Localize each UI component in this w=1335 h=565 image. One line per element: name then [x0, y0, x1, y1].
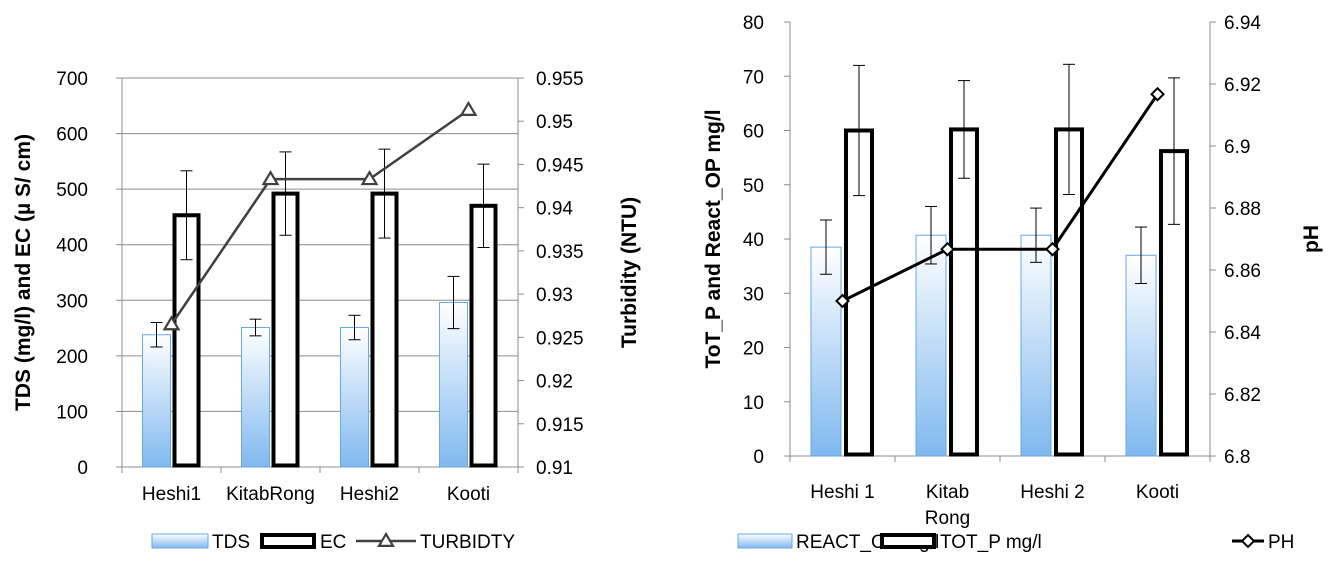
y2-axis-title: Turbidity (NTU)	[618, 197, 641, 348]
x-tick-label: Kooti	[447, 484, 490, 505]
y2-tick-label: 6.82	[1224, 385, 1261, 406]
y2-tick-label: 0.955	[536, 69, 584, 90]
y2-tick-label: 0.935	[536, 242, 584, 263]
x-tick-label-line: Rong	[925, 508, 970, 529]
bar-react-op-mg-l	[1125, 254, 1157, 457]
legend-item: PH	[1232, 532, 1294, 553]
y2-tick-label: 6.92	[1224, 75, 1261, 96]
y2-axis-title: pH	[1300, 225, 1323, 253]
y2-tick-label: 6.8	[1224, 447, 1250, 468]
marker-diamond	[835, 293, 850, 309]
y-tick-label: 80	[743, 13, 764, 34]
legend-label: TURBIDTY	[420, 532, 515, 553]
marker-triangle	[261, 169, 280, 186]
x-tick-label: Kooti	[1136, 482, 1179, 503]
y-tick-label: 700	[56, 69, 88, 90]
y-tick-label: 10	[743, 393, 764, 414]
y2-tick-label: 6.9	[1224, 137, 1250, 158]
y-tick-label: 400	[56, 236, 88, 257]
x-tick-label-line: Heshi 2	[1020, 482, 1084, 503]
y-tick-label: 0	[77, 458, 88, 479]
legend-item: TURBIDTY	[356, 531, 515, 553]
y-tick-label: 600	[56, 125, 88, 146]
bar-tot-p-mg-l	[949, 127, 979, 457]
bar-tot-p-mg-l	[1054, 127, 1084, 457]
x-tick-label-line: Kooti	[447, 484, 490, 505]
marker-diamond	[1045, 241, 1060, 257]
y-axis-title: ToT_P and React_OP mg/l	[702, 109, 725, 368]
x-tick-label-line: Heshi1	[142, 484, 201, 505]
x-tick-label-line: Kitab	[926, 482, 969, 503]
x-tick-label: Heshi 2	[1020, 482, 1084, 503]
x-tick-label: Heshi2	[340, 484, 399, 505]
y2-tick-label: 6.84	[1224, 323, 1261, 344]
x-tick-label-line: Heshi 1	[810, 482, 874, 503]
bar-tds	[340, 327, 369, 468]
y-tick-label: 0	[753, 447, 764, 468]
bar-ec	[469, 203, 498, 468]
bar-react-op-mg-l	[915, 234, 947, 457]
legend-label: PH	[1268, 532, 1294, 553]
y-tick-label: 200	[56, 347, 88, 368]
y2-tick-label: 0.92	[536, 372, 573, 393]
y2-tick-label: 0.91	[536, 458, 573, 479]
legend-item: EC	[260, 532, 346, 553]
marker-triangle	[162, 315, 181, 331]
y-tick-label: 100	[56, 402, 88, 423]
chart-1: 0 100 200 300 400 500 600 700 0.91 0.915 0.92 0.925…	[12, 69, 641, 553]
y-axis-title: TDS (mg/l) and EC (µ S/ cm)	[12, 134, 35, 411]
legend-swatch	[151, 533, 209, 549]
y-tick-label: 70	[743, 67, 764, 88]
legend-label: TOT_P mg/l	[940, 532, 1042, 553]
x-tick-label-line: Kooti	[1136, 482, 1179, 503]
marker-triangle	[360, 169, 379, 186]
x-tick-label-line: KitabRong	[226, 484, 315, 505]
y2-tick-label: 0.93	[536, 285, 573, 306]
y2-tick-label: 6.88	[1224, 199, 1261, 220]
legend-label: EC	[320, 532, 346, 553]
x-tick-label: Kitab Rong	[925, 482, 970, 529]
legend-swatch	[880, 533, 936, 549]
y2-tick-label: 6.86	[1224, 261, 1261, 282]
marker-triangle	[459, 100, 478, 116]
bar-tds	[439, 302, 468, 468]
x-tick-label-line: Heshi2	[340, 484, 399, 505]
legend-item: TDS	[151, 532, 250, 553]
y-tick-label: 30	[743, 284, 764, 305]
bar-react-op-mg-l	[1020, 234, 1052, 457]
x-tick-label: Heshi1	[142, 484, 201, 505]
y-tick-label: 300	[56, 291, 88, 312]
y2-tick-label: 0.95	[536, 112, 573, 133]
y2-tick-label: 0.925	[536, 328, 584, 349]
bar-tds	[142, 334, 171, 468]
y-tick-label: 20	[743, 339, 764, 360]
y2-tick-label: 6.94	[1224, 13, 1261, 34]
bar-ec	[172, 213, 201, 468]
y-tick-label: 50	[743, 176, 764, 197]
legend-marker	[1240, 533, 1256, 549]
legend-marker	[377, 531, 395, 548]
line-ph	[841, 93, 1159, 303]
y2-tick-label: 0.945	[536, 155, 584, 176]
y-tick-label: 40	[743, 230, 764, 251]
legend-swatch	[737, 533, 793, 549]
y2-tick-label: 0.94	[536, 199, 573, 220]
y-tick-label: 500	[56, 180, 88, 201]
legend-swatch	[260, 533, 316, 549]
x-tick-label: KitabRong	[226, 484, 315, 505]
legend-label: TDS	[212, 532, 250, 553]
legend-item: TOT_P mg/l	[880, 532, 1042, 553]
chart-2: 0 10 20 30 40 50 60 70 80 6.8 6.82 6.84 6.86 6.88 6.9 6…	[702, 13, 1323, 553]
x-tick-label: Heshi 1	[810, 482, 874, 503]
y-tick-label: 60	[743, 122, 764, 143]
line-turbidty	[170, 108, 470, 326]
marker-diamond	[940, 241, 955, 257]
marker-diamond	[1150, 86, 1165, 102]
y2-tick-label: 0.915	[536, 415, 584, 436]
bar-tds	[241, 327, 270, 468]
bar-ec	[271, 191, 300, 468]
bar-react-op-mg-l	[810, 246, 842, 457]
